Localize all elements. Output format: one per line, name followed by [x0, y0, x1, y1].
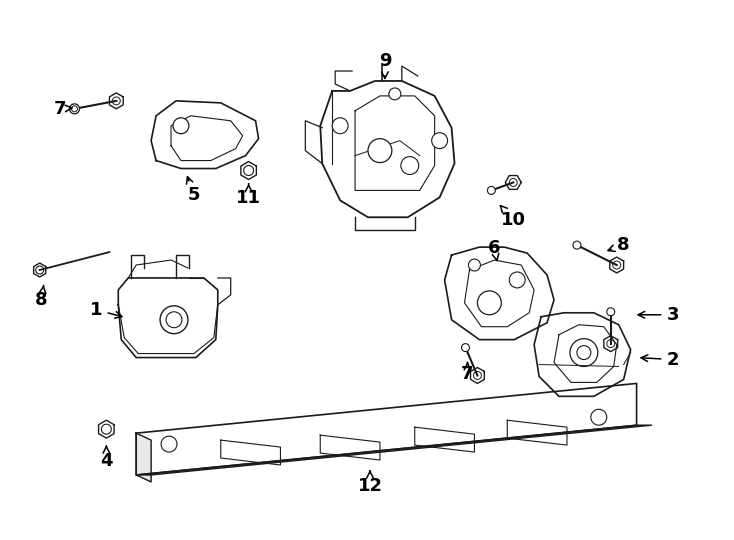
- Text: 11: 11: [236, 184, 261, 207]
- Circle shape: [173, 118, 189, 134]
- Circle shape: [607, 308, 614, 316]
- Text: 2: 2: [641, 350, 679, 368]
- Polygon shape: [221, 440, 280, 465]
- Text: 5: 5: [186, 177, 200, 204]
- Circle shape: [477, 291, 501, 315]
- Circle shape: [160, 306, 188, 334]
- Polygon shape: [445, 247, 554, 340]
- Circle shape: [389, 88, 401, 100]
- Polygon shape: [137, 433, 151, 482]
- Circle shape: [468, 259, 481, 271]
- Polygon shape: [137, 383, 636, 475]
- Circle shape: [591, 409, 607, 425]
- Text: 7: 7: [461, 362, 473, 383]
- Polygon shape: [151, 101, 258, 168]
- Circle shape: [368, 139, 392, 163]
- Circle shape: [487, 186, 495, 194]
- Text: 8: 8: [35, 285, 48, 309]
- Polygon shape: [470, 368, 484, 383]
- Text: 4: 4: [100, 446, 112, 470]
- Text: 3: 3: [638, 306, 679, 324]
- Circle shape: [573, 241, 581, 249]
- Text: 9: 9: [379, 52, 391, 78]
- Text: 1: 1: [90, 301, 122, 319]
- Circle shape: [70, 104, 79, 114]
- Polygon shape: [34, 263, 46, 277]
- Circle shape: [570, 339, 597, 367]
- Polygon shape: [507, 420, 567, 445]
- Polygon shape: [109, 93, 123, 109]
- Polygon shape: [98, 420, 114, 438]
- Polygon shape: [118, 278, 218, 357]
- Polygon shape: [415, 427, 474, 452]
- Text: 7: 7: [54, 100, 72, 118]
- Polygon shape: [505, 176, 521, 190]
- Polygon shape: [534, 313, 631, 396]
- Text: 10: 10: [501, 206, 526, 230]
- Polygon shape: [610, 257, 624, 273]
- Circle shape: [462, 343, 470, 352]
- Circle shape: [401, 157, 418, 174]
- Circle shape: [432, 133, 448, 149]
- Circle shape: [509, 272, 526, 288]
- Text: 8: 8: [608, 236, 629, 254]
- Polygon shape: [137, 425, 652, 475]
- Text: 6: 6: [488, 239, 501, 261]
- Polygon shape: [320, 435, 380, 460]
- Text: 12: 12: [357, 471, 382, 495]
- Polygon shape: [604, 336, 617, 352]
- Circle shape: [161, 436, 177, 452]
- Polygon shape: [241, 161, 256, 179]
- Circle shape: [333, 118, 348, 134]
- Polygon shape: [320, 81, 454, 217]
